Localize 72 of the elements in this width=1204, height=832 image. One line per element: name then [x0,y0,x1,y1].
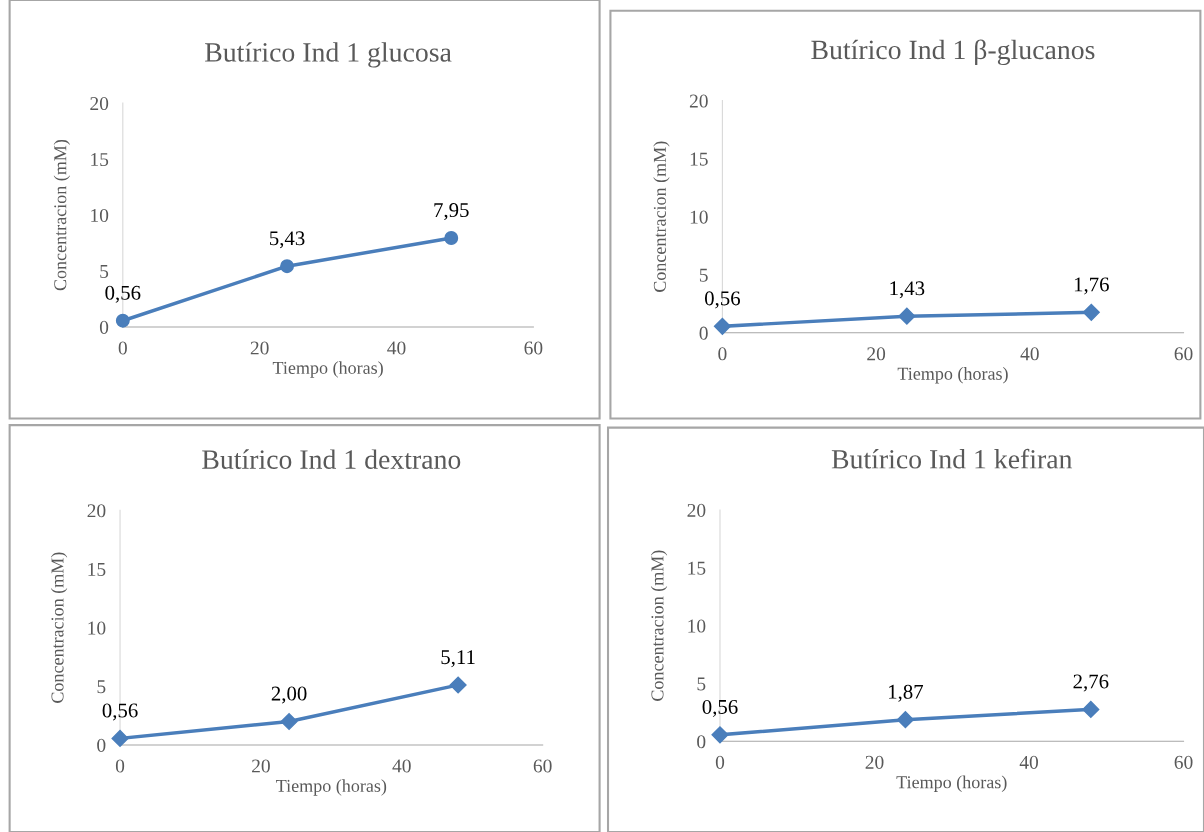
x-tick-label: 40 [392,759,411,773]
x-axis-title: Tiempo (horas) [896,775,1007,792]
y-tick-label: 20 [90,96,109,111]
data-label: 0,56 [102,703,138,721]
x-tick-label: 20 [865,755,884,769]
x-axis-title: Tiempo (horas) [276,779,387,796]
x-tick-label: 20 [867,347,886,361]
point [896,711,914,729]
x-tick-label: 0 [718,347,727,361]
y-tick-label: 5 [100,265,109,278]
data-label: 7,95 [434,203,469,221]
y-tick-label: 10 [91,208,109,223]
y-tick-label: 20 [87,504,106,518]
data-label: 0,56 [105,285,141,303]
y-tick-label: 0 [97,738,106,752]
data-label: 1,76 [1074,277,1109,295]
x-tick-label: 40 [387,341,406,355]
data-label: 5,11 [441,650,475,668]
y-tick-label: 20 [689,94,708,108]
chart-title: Butírico Ind 1 kefiran [831,448,1073,469]
point [111,729,129,747]
x-tick-label: 20 [250,341,269,355]
point [280,259,294,274]
y-tick-label: 5 [697,677,706,691]
y-tick-label: 10 [688,619,706,633]
y-tick-label: 15 [688,561,706,575]
x-tick-label: 40 [1019,755,1038,769]
y-tick-label: 15 [88,562,106,576]
x-tick-label: 40 [1020,347,1039,361]
point [711,726,729,744]
y-tick-label: 0 [699,326,708,340]
point [444,231,459,245]
x-tick-label: 60 [524,341,543,355]
y-tick-label: 15 [690,152,708,166]
point [1082,700,1100,718]
y-tick-label: 10 [690,210,708,224]
point [898,307,916,325]
x-tick-label: 0 [118,341,127,355]
point [115,313,130,328]
data-label: 5,43 [270,231,305,249]
x-tick-label: 0 [115,759,125,773]
data-label: 2,76 [1073,674,1109,692]
y-tick-label: 0 [697,735,706,749]
data-label: 0,56 [702,699,738,717]
y-tick-label: 0 [99,320,109,334]
point [280,712,298,731]
point [713,317,731,335]
data-label: 1,87 [889,684,924,702]
x-axis-title: Tiempo (horas) [272,361,383,378]
x-tick-label: 60 [1174,347,1193,361]
data-label: 2,00 [271,686,307,704]
data-label: 0,56 [704,291,741,309]
y-tick-label: 10 [88,621,106,635]
x-tick-label: 60 [533,759,552,773]
x-tick-label: 0 [715,755,725,769]
y-tick-label: 20 [687,503,706,517]
y-tick-label: 5 [97,680,106,694]
y-axis-title: Concentracion (mM) [653,141,670,292]
chart-title: Butírico Ind 1 dextrano [202,449,461,469]
point [449,676,467,694]
y-axis-title: Concentracion (mM) [50,552,68,703]
x-axis-title: Tiempo (horas) [897,367,1008,384]
chart-title: Butírico Ind 1 glucosa [205,42,452,68]
x-tick-label: 60 [1174,755,1193,769]
y-axis-title: Concentracion (mM) [53,139,71,291]
x-tick-label: 20 [252,759,270,773]
chart-title: Butírico Ind 1 β-glucanos [811,39,1095,65]
y-tick-label: 15 [91,153,109,167]
point [1082,303,1100,321]
y-tick-label: 5 [699,268,708,282]
data-label: 1,43 [890,281,925,299]
y-axis-title: Concentracion (mM) [650,550,668,701]
